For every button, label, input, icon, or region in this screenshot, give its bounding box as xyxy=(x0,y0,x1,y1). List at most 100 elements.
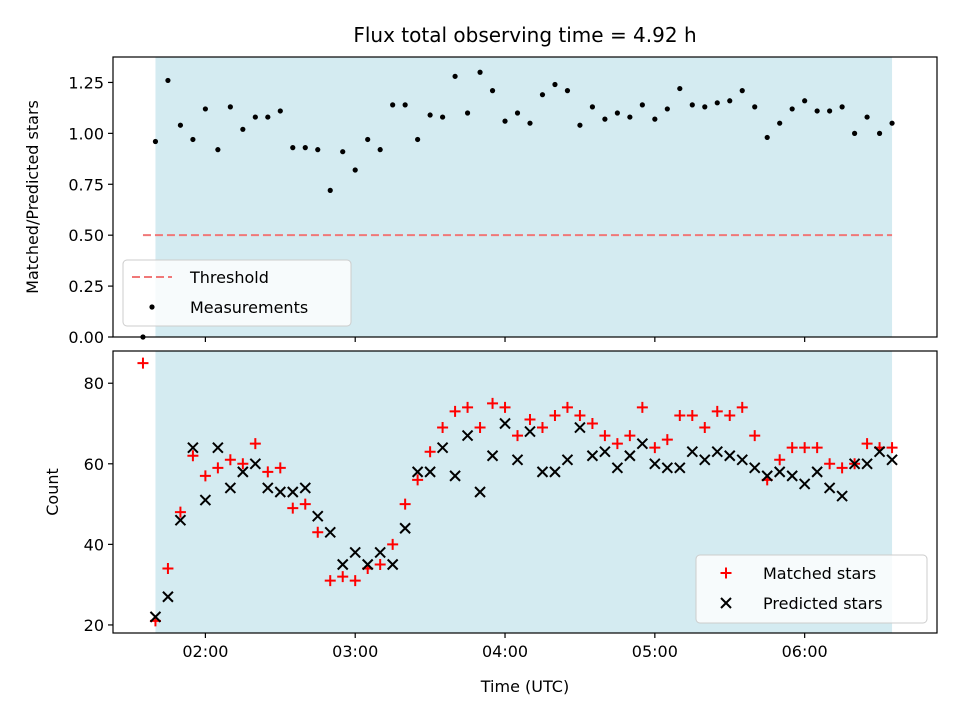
data-point xyxy=(502,118,508,124)
data-point xyxy=(374,546,386,559)
data-point xyxy=(827,108,833,114)
legend-predicted-swatch xyxy=(720,597,732,609)
data-point xyxy=(724,409,736,421)
data-point xyxy=(574,421,586,434)
ratio-panel: 0.00 0.25 0.50 0.75 1.00 1.25 Matched/Predicte… xyxy=(23,23,938,347)
y-tick-label: 80 xyxy=(84,374,104,393)
data-point xyxy=(839,104,845,110)
data-point xyxy=(262,482,274,494)
legend-measurements-swatch xyxy=(149,304,155,310)
data-point xyxy=(412,474,424,486)
data-point xyxy=(786,470,798,482)
data-point xyxy=(739,88,745,94)
data-point xyxy=(436,441,449,454)
data-point xyxy=(686,446,699,458)
series-measurements xyxy=(140,69,895,340)
data-point xyxy=(749,430,761,442)
data-point xyxy=(536,466,549,478)
data-point xyxy=(611,462,624,474)
data-point xyxy=(237,466,249,478)
data-point xyxy=(711,446,723,458)
data-point xyxy=(349,546,361,559)
data-point xyxy=(162,591,174,603)
axes-frame xyxy=(112,56,938,338)
data-point xyxy=(674,462,686,474)
data-point xyxy=(449,405,461,417)
data-point xyxy=(636,401,648,413)
data-point xyxy=(212,462,224,474)
data-point xyxy=(677,85,683,92)
data-point xyxy=(377,147,383,153)
data-point xyxy=(764,134,770,141)
x-tick-label: 03:00 xyxy=(332,642,378,661)
x-tick-label: 04:00 xyxy=(482,642,528,661)
data-point xyxy=(798,478,811,490)
data-point xyxy=(312,526,324,538)
data-point xyxy=(461,429,474,442)
data-point xyxy=(349,575,361,587)
data-point xyxy=(574,409,586,421)
data-point xyxy=(477,69,483,75)
data-point xyxy=(736,454,748,466)
data-point xyxy=(714,100,720,106)
y-tick-label: 20 xyxy=(84,616,104,635)
data-point xyxy=(274,486,287,498)
data-point xyxy=(536,422,548,434)
data-point xyxy=(402,102,408,108)
data-point xyxy=(689,102,695,108)
data-point xyxy=(564,88,571,94)
data-point xyxy=(265,114,271,120)
data-point xyxy=(836,490,848,502)
y-axis-label: Matched/Predicted stars xyxy=(23,100,42,294)
data-point xyxy=(452,73,458,79)
y-tick-label: 0.75 xyxy=(68,175,104,194)
data-point xyxy=(174,514,187,526)
data-point xyxy=(237,458,249,470)
data-point xyxy=(561,454,574,466)
data-point xyxy=(561,401,573,413)
data-point xyxy=(474,422,486,434)
data-point xyxy=(302,145,308,151)
data-point xyxy=(749,462,761,474)
data-point xyxy=(799,442,811,454)
series-predicted-stars xyxy=(149,417,898,623)
data-point xyxy=(262,466,274,478)
data-point xyxy=(512,430,524,442)
data-point xyxy=(252,114,258,120)
data-point xyxy=(190,136,196,143)
data-point xyxy=(399,522,411,534)
y-axis-label: Count xyxy=(43,468,62,516)
data-point xyxy=(486,450,499,462)
data-point xyxy=(861,458,873,470)
data-point xyxy=(374,559,386,571)
data-point xyxy=(324,526,336,538)
data-point xyxy=(652,116,658,122)
data-point xyxy=(249,438,261,450)
data-point xyxy=(489,88,496,94)
data-point xyxy=(636,437,649,450)
data-point xyxy=(876,130,883,136)
data-point xyxy=(290,145,296,151)
data-point xyxy=(137,357,149,369)
data-point xyxy=(699,422,711,434)
y-tick-label: 0.50 xyxy=(68,226,104,245)
data-point xyxy=(823,482,836,494)
data-point xyxy=(514,110,521,116)
data-point xyxy=(889,120,895,126)
data-point xyxy=(602,116,608,122)
data-point xyxy=(861,438,873,450)
data-point xyxy=(299,498,311,510)
data-point xyxy=(624,430,636,442)
data-point xyxy=(614,110,620,116)
data-point xyxy=(549,409,561,421)
data-point xyxy=(337,558,349,571)
data-point xyxy=(440,114,446,120)
data-point xyxy=(424,466,436,478)
data-point xyxy=(586,450,599,462)
data-point xyxy=(599,446,611,458)
data-point xyxy=(499,401,511,413)
data-point xyxy=(424,446,436,458)
data-point xyxy=(199,470,211,482)
data-point xyxy=(427,112,433,118)
data-point xyxy=(324,575,336,587)
